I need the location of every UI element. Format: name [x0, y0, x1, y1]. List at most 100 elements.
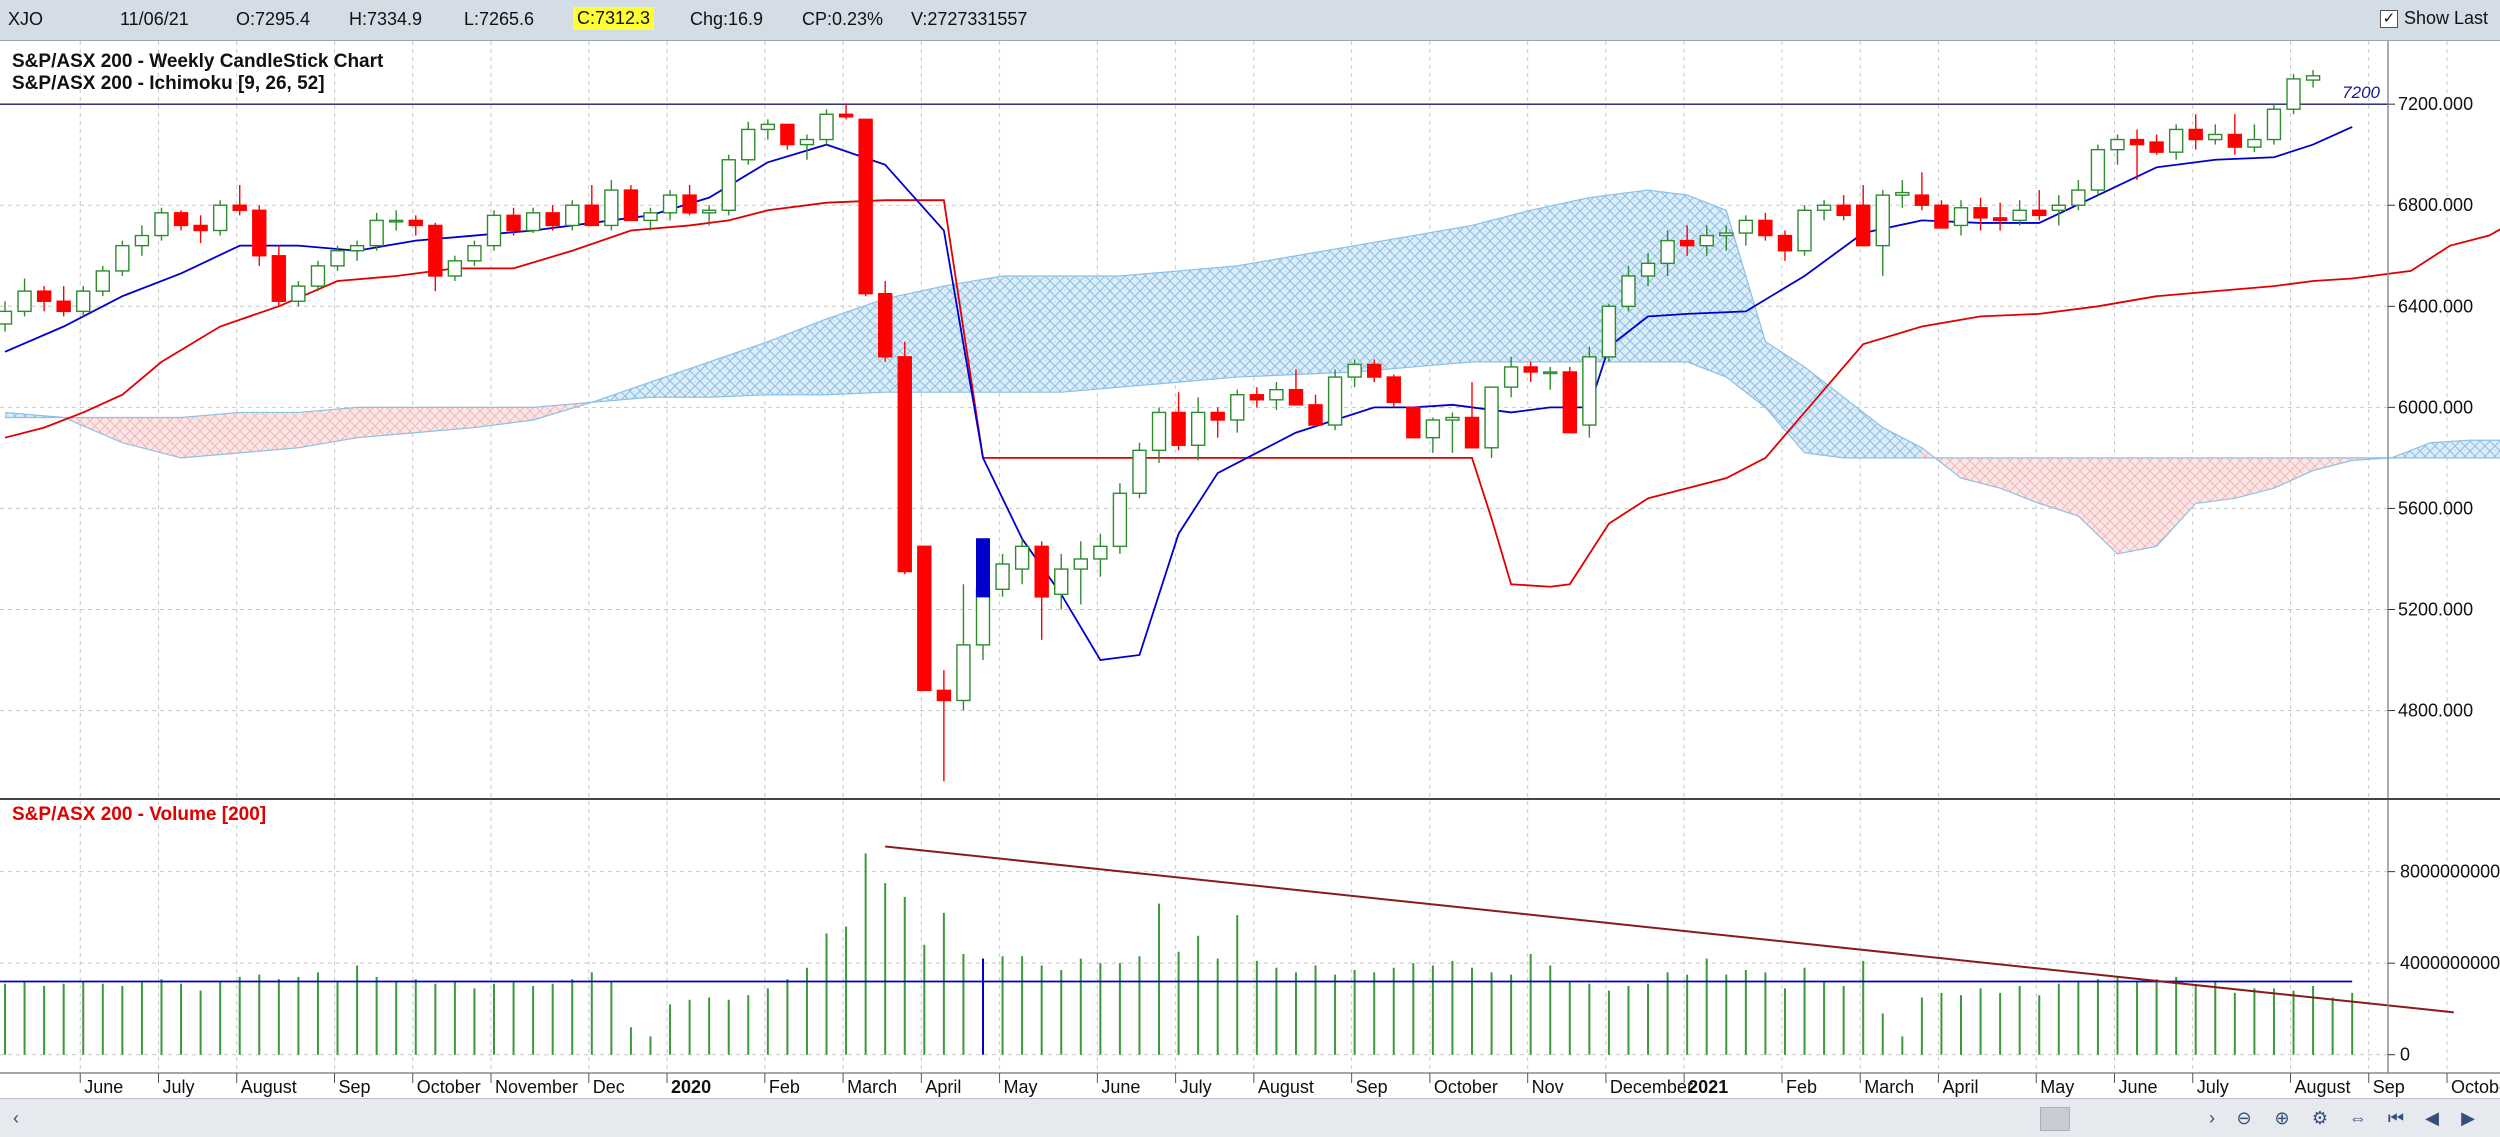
- symbol-label: XJO: [8, 9, 44, 29]
- candle-up: [2168, 128, 2184, 153]
- candle-up: [1445, 416, 1460, 421]
- volume-series: [0, 845, 2454, 1055]
- candle-up: [1582, 356, 1597, 426]
- scroll-left-icon[interactable]: ‹: [13, 1108, 19, 1128]
- candle-up: [1230, 394, 1245, 421]
- candle-up: [212, 204, 228, 232]
- cloud-bear-segment: [239, 412, 299, 453]
- prev-icon[interactable]: ◀: [2425, 1108, 2439, 1128]
- y-tick-label: 5600.000: [2398, 498, 2473, 518]
- cloud-bull-segment: [943, 275, 1003, 393]
- cloud-bull-segment: [1843, 397, 1883, 458]
- candle-up: [349, 244, 365, 252]
- candle-up: [291, 285, 306, 302]
- chart-canvas[interactable]: 7200 4800.000 5200.000 5600.000 6000.000 640…: [0, 41, 2500, 1097]
- cloud-bear-segment: [2195, 457, 2235, 504]
- x-tick-label: April: [1942, 1077, 1978, 1097]
- cloud-bull-segment: [1119, 270, 1179, 388]
- candle-up: [1503, 366, 1519, 388]
- x-tick-label: May: [2040, 1077, 2074, 1097]
- cloud-bull-segment: [1237, 255, 1296, 378]
- candle-up: [389, 219, 404, 223]
- candle-down: [1210, 411, 1225, 421]
- cloud-bull-segment: [2430, 440, 2470, 458]
- scroll-right-icon[interactable]: ›: [2209, 1108, 2215, 1128]
- candle-up: [1054, 568, 1069, 596]
- candle-down: [1171, 411, 1186, 446]
- candle-down: [1934, 204, 1949, 229]
- candle-up: [447, 260, 463, 277]
- candle-up: [0, 310, 13, 325]
- cloud-bull-segment: [1589, 190, 1649, 362]
- candle-down: [1386, 376, 1401, 404]
- candle-down: [936, 689, 952, 702]
- x-tick-label: July: [1180, 1077, 1212, 1097]
- volume-y-tick-label: 4000000000: [2400, 953, 2500, 973]
- candle-down: [2149, 141, 2164, 153]
- candle-up: [1738, 219, 1754, 234]
- candle-up: [1190, 411, 1206, 446]
- volume-y-tick-label: 0: [2400, 1045, 2410, 1065]
- x-tick-label: 2021: [1688, 1077, 1728, 1097]
- candle-up: [975, 588, 991, 646]
- candle-up: [2266, 108, 2282, 141]
- base-line: [4, 199, 2500, 588]
- cloud-bear-segment: [2234, 457, 2274, 499]
- candle-down: [1855, 204, 1871, 247]
- high-value: H:7334.9: [349, 9, 423, 29]
- x-tick-label: August: [241, 1077, 297, 1097]
- candle-down: [1914, 194, 1930, 206]
- candle-down: [878, 292, 893, 358]
- pan-icon[interactable]: ⇔: [2349, 1108, 2367, 1128]
- candle-highlighted: [976, 538, 990, 598]
- scrollbar-thumb[interactable]: [2040, 1107, 2070, 1131]
- candle-down: [1992, 217, 2008, 222]
- candle-down: [1308, 404, 1323, 426]
- quote-header-bar: XJO 11/06/21 O:7295.4 H:7334.9 L:7265.6 …: [0, 0, 2500, 41]
- show-last-toggle[interactable]: ✓ Show Last: [2379, 8, 2488, 29]
- y-tick-label: 4800.000: [2398, 701, 2473, 721]
- show-last-label: Show Last: [2403, 8, 2488, 28]
- candle-down: [1288, 388, 1304, 406]
- candle-up: [2071, 189, 2086, 206]
- cloud-bull-segment: [1530, 197, 1590, 362]
- zoom-out-icon[interactable]: ⊖: [2236, 1108, 2252, 1128]
- candle-down: [271, 255, 287, 302]
- cloud-bull-segment: [767, 318, 827, 395]
- candle-down: [838, 113, 854, 118]
- volume-value: V:2727331557: [911, 9, 1028, 29]
- candle-up: [2110, 138, 2125, 151]
- cloud-bull-segment: [1472, 210, 1531, 362]
- zoom-in-icon[interactable]: ⊕: [2274, 1108, 2290, 1128]
- cloud-bear-segment: [181, 412, 240, 458]
- candle-up: [330, 250, 345, 267]
- candle-down: [1464, 416, 1480, 449]
- candle-up: [525, 212, 541, 232]
- x-tick-label: Sep: [2373, 1077, 2405, 1097]
- candle-up: [115, 244, 130, 272]
- x-tick-label: March: [1864, 1077, 1914, 1097]
- candle-down: [428, 224, 443, 277]
- x-tick-label: Nov: [1532, 1077, 1564, 1097]
- candle-down: [2129, 138, 2145, 146]
- chart-settings-icon[interactable]: ⚙: [2311, 1108, 2329, 1128]
- candle-up: [17, 290, 32, 313]
- cloud-bear-segment: [2156, 457, 2196, 547]
- candle-down: [858, 118, 873, 295]
- x-tick-label: June: [1101, 1077, 1140, 1097]
- chart-background: [0, 41, 2500, 1097]
- candle-up: [76, 290, 91, 313]
- ichimoku-lines: 7200: [0, 83, 2500, 662]
- close-value: C:7312.3: [573, 7, 655, 30]
- checkbox-icon[interactable]: ✓: [2379, 9, 2398, 28]
- candle-up: [721, 159, 736, 211]
- candle-up: [819, 113, 834, 141]
- next-icon[interactable]: ▶: [2461, 1108, 2475, 1128]
- volume-trendline: [885, 845, 2454, 1014]
- chart-navigation-bar: ‹ › ⊖ ⊕ ⚙ ⇔ ⏮ ◀ ▶: [0, 1098, 2500, 1137]
- leading-span-a-line: [4, 189, 2500, 555]
- first-icon[interactable]: ⏮: [2387, 1108, 2405, 1128]
- candle-up: [1953, 207, 1969, 227]
- date-label: 11/06/21: [120, 9, 189, 29]
- candle-up: [643, 212, 658, 222]
